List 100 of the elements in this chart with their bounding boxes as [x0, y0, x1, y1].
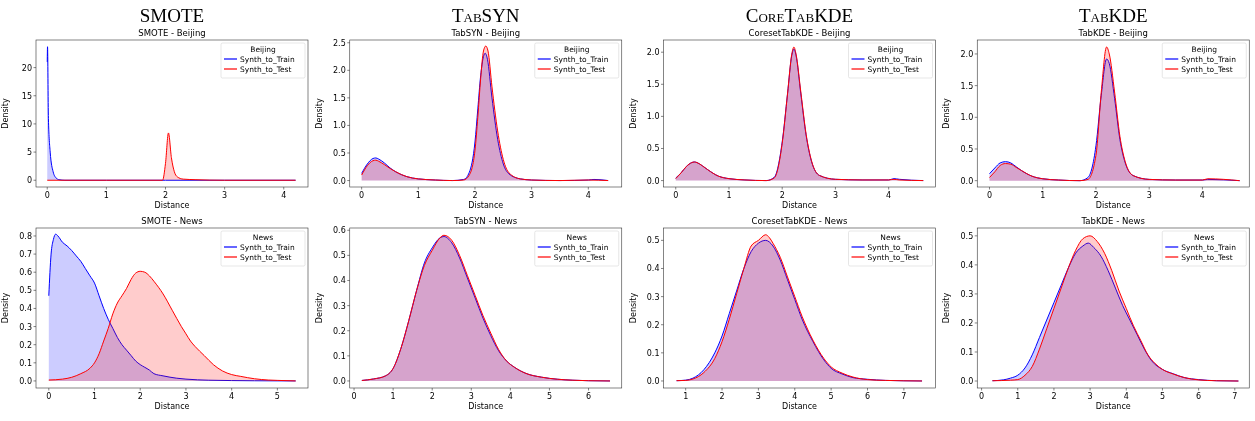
- x-tick-label: 3: [529, 191, 535, 200]
- y-axis-title: Density: [942, 292, 952, 324]
- y-tick-label: 0.0: [960, 176, 974, 186]
- x-tick-label: 3: [755, 392, 761, 401]
- x-tick-label: 0: [359, 191, 365, 200]
- x-tick-label: 6: [585, 392, 592, 401]
- y-tick-label: 0.3: [646, 292, 660, 302]
- y-axis-title: Density: [628, 98, 638, 129]
- y-tick-label: 0.2: [333, 326, 346, 336]
- y-tick-label: 1.0: [960, 113, 974, 123]
- x-axis-title: Distance: [468, 402, 504, 411]
- y-tick-label: 20: [21, 63, 32, 73]
- x-tick-label: 2: [162, 191, 169, 200]
- chart-title: SMOTE: [139, 5, 205, 26]
- x-tick-label: 6: [1196, 392, 1202, 401]
- x-tick-label: 3: [183, 392, 189, 401]
- x-axis-title: Distance: [1095, 201, 1131, 210]
- x-tick-label: 6: [864, 392, 871, 401]
- y-tick-label: 0.6: [19, 268, 32, 278]
- y-tick-label: 0.0: [333, 176, 346, 186]
- x-tick-label: 7: [901, 392, 907, 401]
- y-tick-label: 0.1: [333, 351, 346, 361]
- y-tick-label: 0.4: [333, 276, 346, 286]
- x-tick-label: 2: [1051, 392, 1057, 401]
- x-axis-title: Distance: [782, 201, 818, 210]
- x-tick-label: 5: [274, 392, 280, 401]
- x-tick-label: 0: [46, 392, 52, 401]
- x-tick-label: 0: [351, 392, 357, 401]
- y-axis-title: Density: [628, 292, 638, 324]
- x-tick-label: 3: [1087, 392, 1093, 401]
- y-axis-title: Density: [1, 98, 10, 129]
- y-tick-label: 0.3: [19, 322, 32, 332]
- y-tick-label: 0.1: [19, 358, 32, 368]
- x-tick-label: 4: [1123, 392, 1129, 401]
- x-tick-label: 3: [222, 191, 228, 200]
- y-tick-label: 0: [26, 176, 32, 186]
- x-tick-label: 5: [546, 392, 552, 401]
- x-tick-label: 7: [1232, 392, 1238, 401]
- x-tick-label: 3: [468, 392, 474, 401]
- x-tick-label: 4: [792, 392, 798, 401]
- y-tick-label: 10: [21, 119, 32, 129]
- y-tick-label: 2.0: [333, 66, 346, 76]
- y-tick-label: 0.3: [960, 289, 974, 299]
- x-tick-label: 2: [429, 392, 435, 401]
- y-tick-label: 5: [26, 148, 32, 158]
- x-tick-label: 1: [726, 191, 732, 200]
- y-tick-label: 0.2: [19, 340, 32, 350]
- y-tick-label: 0.5: [960, 144, 974, 154]
- x-tick-label: 1: [91, 392, 98, 401]
- y-tick-label: 0.0: [333, 376, 346, 386]
- y-tick-label: 0.7: [19, 250, 32, 260]
- y-axis-title: Density: [314, 98, 324, 129]
- y-tick-label: 0.6: [333, 226, 346, 236]
- y-tick-label: 0.2: [646, 320, 660, 330]
- x-tick-label: 4: [886, 191, 892, 200]
- y-tick-label: 0.1: [960, 347, 974, 357]
- chart-title: CoresetTabKDE - News: [751, 216, 849, 226]
- chart-subtitle: TabKDE - Beijing: [1077, 28, 1148, 38]
- x-axis-title: Distance: [1095, 402, 1131, 411]
- y-tick-label: 0.2: [960, 318, 974, 328]
- y-axis-title: Density: [1, 292, 10, 324]
- chart-title: TabSYN - News: [453, 216, 518, 226]
- chart-title: CoreTabKDE: [745, 5, 854, 26]
- x-tick-label: 5: [828, 392, 834, 401]
- x-tick-label: 0: [673, 191, 679, 200]
- chart-subtitle: SMOTE - Beijing: [138, 28, 206, 38]
- y-tick-label: 2.5: [333, 38, 346, 48]
- x-tick-label: 2: [1093, 191, 1099, 200]
- x-tick-label: 2: [779, 191, 785, 200]
- x-tick-label: 4: [585, 191, 591, 200]
- y-tick-label: 1.5: [960, 81, 974, 91]
- chart-title: SMOTE - News: [141, 216, 204, 226]
- y-tick-label: 1.5: [333, 93, 346, 103]
- y-tick-label: 0.5: [19, 286, 32, 296]
- x-tick-label: 3: [832, 191, 838, 200]
- x-tick-label: 5: [1159, 392, 1165, 401]
- y-tick-label: 0.4: [960, 260, 974, 270]
- y-tick-label: 1.5: [646, 80, 660, 90]
- y-tick-label: 0.5: [333, 148, 346, 158]
- chart-subtitle: TabSYN - Beijing: [450, 28, 521, 38]
- y-tick-label: 0.5: [646, 236, 660, 246]
- y-tick-label: 0.0: [19, 376, 32, 386]
- y-tick-label: 0.0: [646, 176, 660, 186]
- y-tick-label: 2.0: [960, 49, 974, 59]
- chart-title: TabSYN: [451, 5, 520, 26]
- y-tick-label: 0.5: [646, 144, 660, 154]
- x-axis-title: Distance: [154, 201, 190, 210]
- y-tick-label: 0.1: [646, 348, 660, 358]
- x-tick-label: 2: [137, 392, 143, 401]
- x-tick-label: 1: [415, 191, 421, 200]
- x-tick-label: 0: [979, 392, 985, 401]
- x-tick-label: 1: [1015, 392, 1021, 401]
- x-tick-label: 4: [1199, 191, 1205, 200]
- x-axis-title: Distance: [782, 402, 818, 411]
- x-tick-label: 0: [986, 191, 993, 200]
- x-tick-label: 4: [281, 191, 287, 200]
- y-tick-label: 0.5: [960, 231, 974, 241]
- chart-title: TabKDE: [1078, 5, 1148, 26]
- x-tick-label: 1: [683, 392, 689, 401]
- x-tick-label: 1: [390, 392, 396, 401]
